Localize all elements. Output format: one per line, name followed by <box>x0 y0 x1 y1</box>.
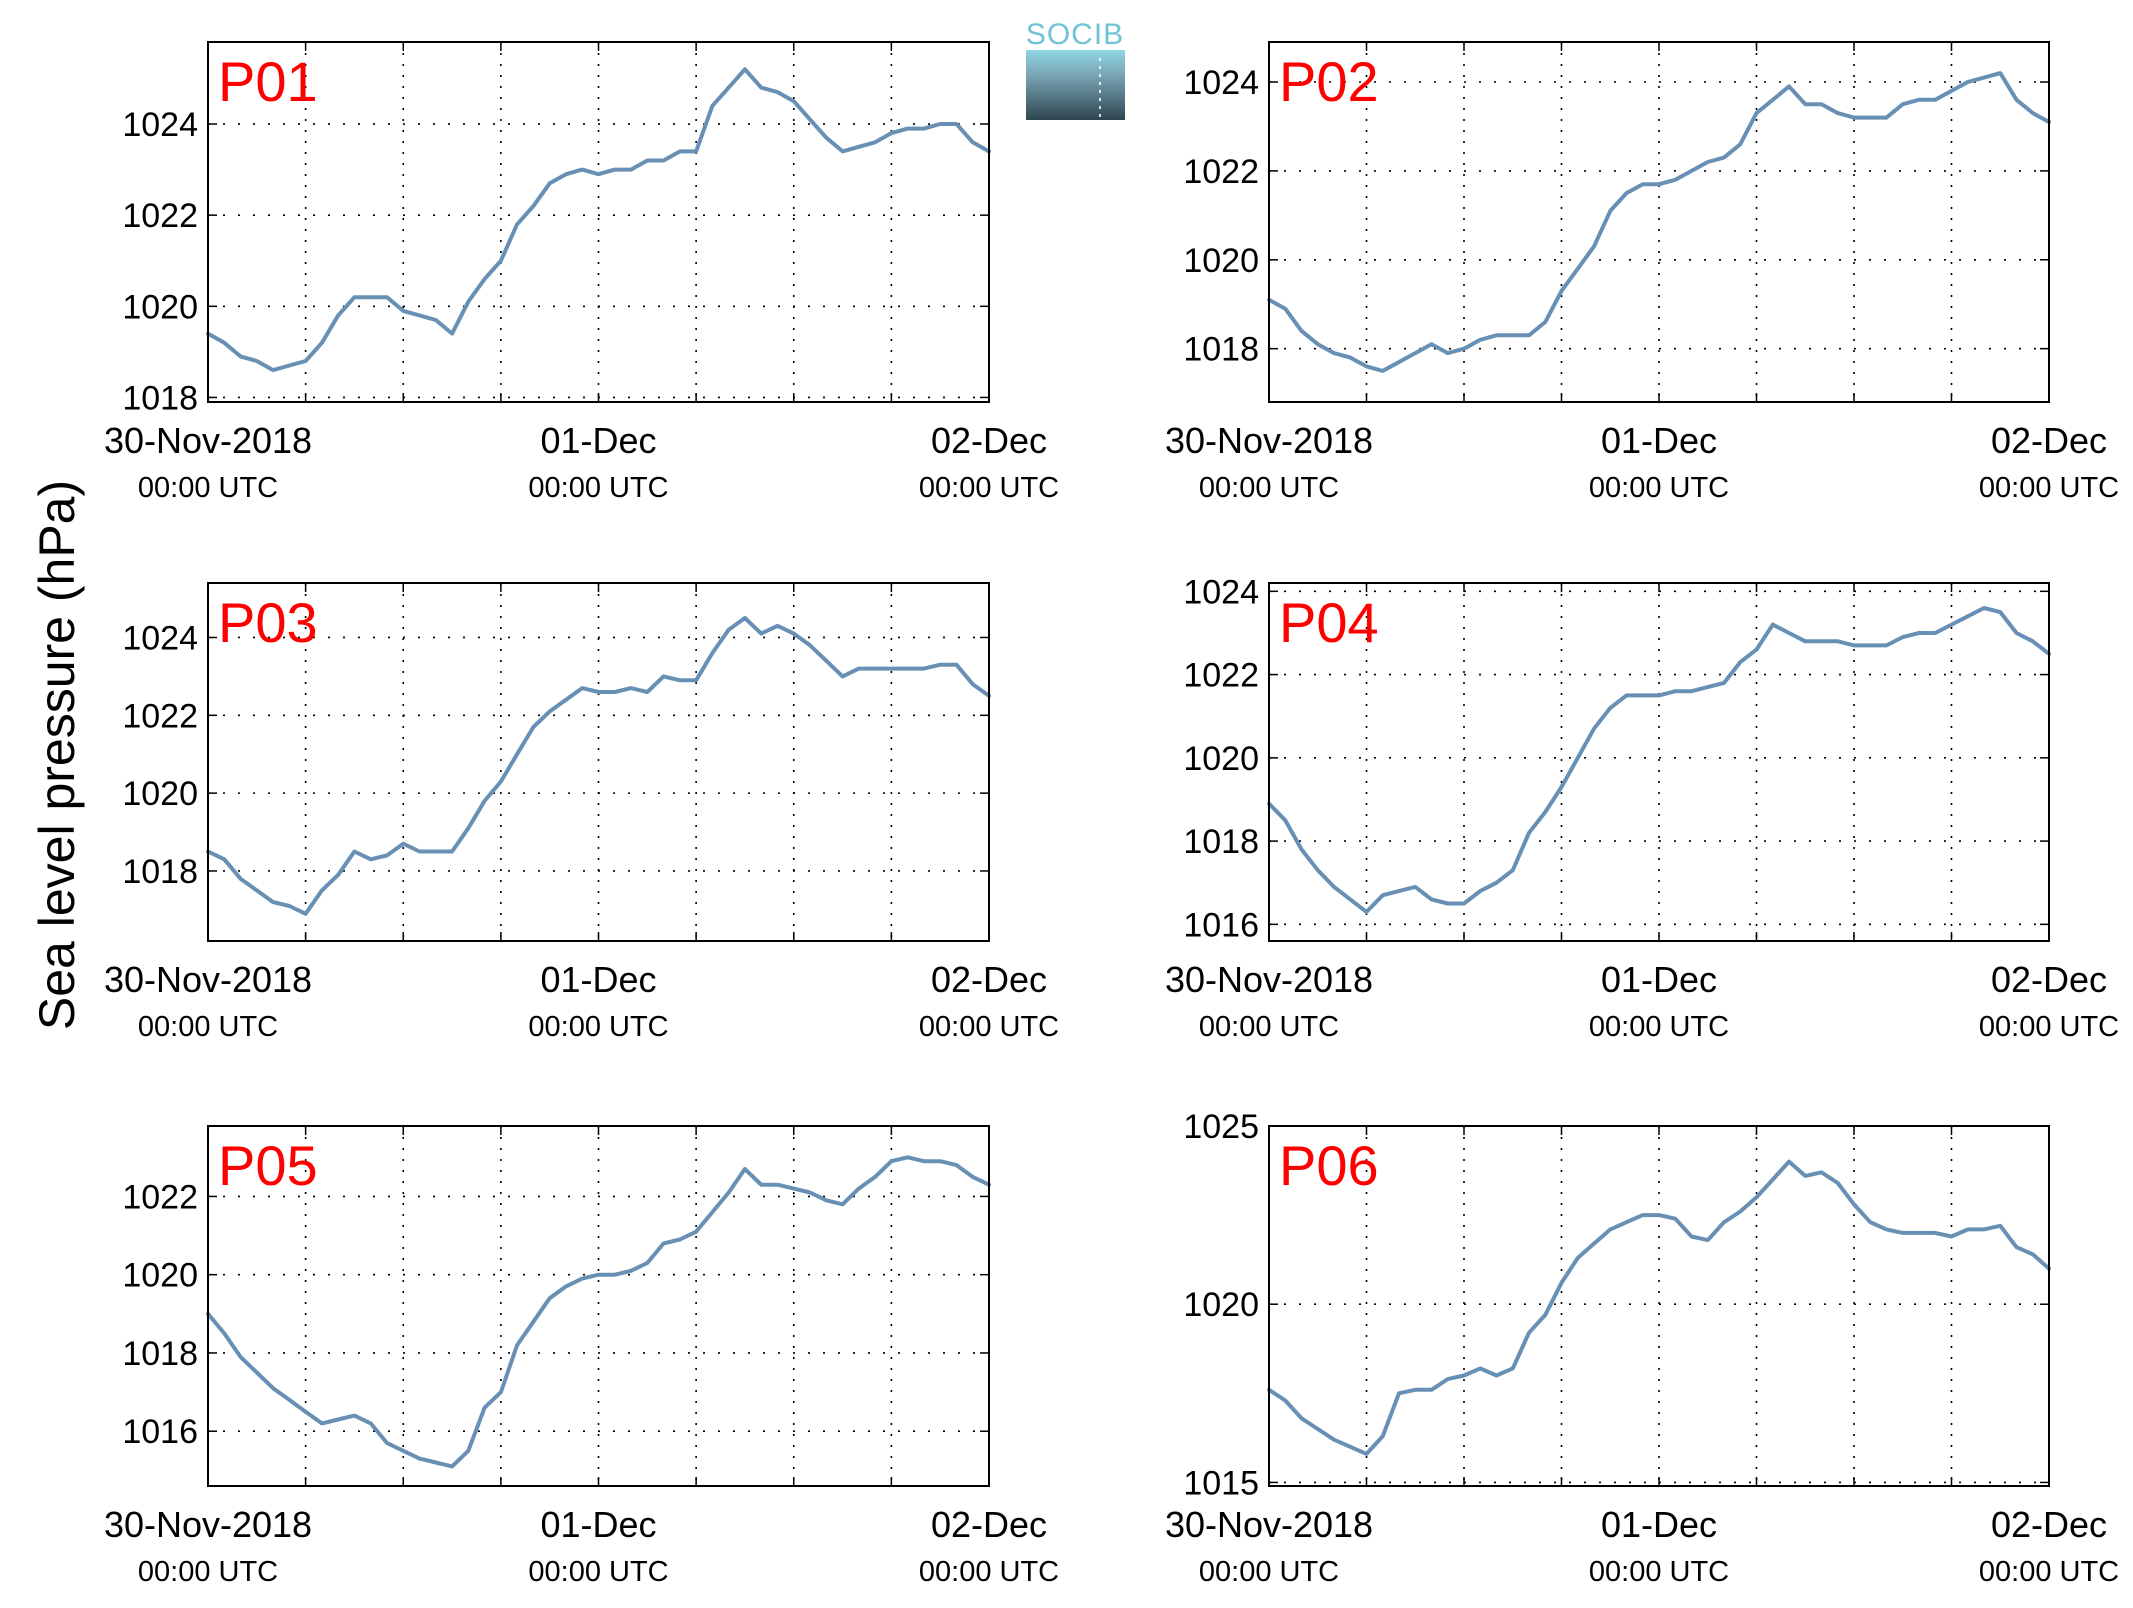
y-tick-label: 1024 <box>122 619 198 657</box>
x-tick-label-time: 00:00 UTC <box>1979 1556 2119 1588</box>
x-tick-label-time: 00:00 UTC <box>138 1011 278 1043</box>
y-tick-label: 1022 <box>122 1178 198 1216</box>
series-line <box>1267 71 2051 373</box>
x-tick-label-date: 30-Nov-2018 <box>1165 1504 1373 1545</box>
y-tick-label: 1015 <box>1183 1464 1259 1502</box>
x-tick-label-time: 00:00 UTC <box>528 1011 668 1043</box>
y-tick-label: 1020 <box>122 775 198 813</box>
x-tick-label-time: 00:00 UTC <box>919 1011 1059 1043</box>
x-tick-label-date: 02-Dec <box>931 959 1047 1000</box>
x-tick-label-time: 00:00 UTC <box>1589 1556 1729 1588</box>
y-tick-label: 1022 <box>1183 657 1259 695</box>
y-tick-label: 1022 <box>1183 153 1259 191</box>
series-line <box>1267 606 2051 914</box>
y-tick-label: 1024 <box>1183 573 1259 611</box>
plot-frame <box>207 582 990 942</box>
x-tick-label-time: 00:00 UTC <box>919 472 1059 504</box>
y-tick-label: 1018 <box>122 1335 198 1373</box>
chart-panel-p02: 1018 1020 1022 1024 30-Nov-2018 00:00 UTC 01-D… <box>1165 41 2119 504</box>
x-tick-label-date: 02-Dec <box>1991 420 2107 461</box>
chart-panel-p06: 1015 1020 1025 30-Nov-2018 00:00 UTC 01-Dec 00… <box>1165 1108 2119 1588</box>
y-tick-label: 1018 <box>122 379 198 417</box>
x-tick-label-date: 01-Dec <box>540 420 656 461</box>
socib-logo: SOCIB <box>1026 18 1125 120</box>
chart-panel-p03: 1018 1020 1022 1024 30-Nov-2018 00:00 UTC 01-D… <box>104 582 1059 1043</box>
chart-panel-p05: 1016 1018 1020 1022 30-Nov-2018 00:00 UTC 01-D… <box>104 1125 1059 1588</box>
x-tick-label-date: 30-Nov-2018 <box>104 1504 312 1545</box>
panel-label: P01 <box>218 50 318 113</box>
x-tick-label-time: 00:00 UTC <box>138 1556 278 1588</box>
y-tick-label: 1020 <box>122 288 198 326</box>
panel-label: P02 <box>1279 50 1379 113</box>
x-tick-label-date: 30-Nov-2018 <box>104 959 312 1000</box>
x-tick-label-time: 00:00 UTC <box>1979 1011 2119 1043</box>
series-line <box>1267 1159 2051 1456</box>
x-tick-label-time: 00:00 UTC <box>1199 472 1339 504</box>
x-tick-label-time: 00:00 UTC <box>1199 1556 1339 1588</box>
x-tick-label-time: 00:00 UTC <box>919 1556 1059 1588</box>
x-tick-label-date: 02-Dec <box>1991 1504 2107 1545</box>
panel-label: P06 <box>1279 1134 1379 1197</box>
y-tick-label: 1020 <box>1183 1286 1259 1324</box>
panel-label: P05 <box>218 1134 318 1197</box>
panel-label: P04 <box>1279 591 1379 654</box>
x-tick-label-date: 01-Dec <box>540 959 656 1000</box>
y-tick-label: 1020 <box>122 1257 198 1295</box>
x-tick-label-time: 00:00 UTC <box>528 1556 668 1588</box>
y-tick-label: 1018 <box>122 853 198 891</box>
x-tick-label-time: 00:00 UTC <box>1589 472 1729 504</box>
x-tick-label-time: 00:00 UTC <box>1589 1011 1729 1043</box>
y-axis-title: Sea level pressure (hPa) <box>29 480 85 1030</box>
x-tick-label-time: 00:00 UTC <box>138 472 278 504</box>
plot-frame <box>1268 1125 2050 1487</box>
series-line <box>206 616 991 916</box>
y-tick-label: 1025 <box>1183 1108 1259 1146</box>
chart-panel-p01: 1018 1020 1022 1024 30-Nov-2018 00:00 UTC 01-D… <box>104 41 1059 504</box>
y-tick-label: 1018 <box>1183 331 1259 369</box>
series-line <box>206 1155 991 1469</box>
series-line <box>206 67 991 373</box>
y-tick-label: 1020 <box>1183 242 1259 280</box>
y-tick-label: 1016 <box>1183 906 1259 944</box>
x-tick-label-time: 00:00 UTC <box>1979 472 2119 504</box>
x-tick-label-date: 01-Dec <box>1601 1504 1717 1545</box>
x-tick-label-date: 02-Dec <box>931 1504 1047 1545</box>
x-tick-label-date: 01-Dec <box>540 1504 656 1545</box>
x-tick-label-date: 30-Nov-2018 <box>1165 959 1373 1000</box>
x-tick-label-date: 30-Nov-2018 <box>1165 420 1373 461</box>
y-tick-label: 1024 <box>1183 64 1259 102</box>
y-tick-label: 1024 <box>122 106 198 144</box>
x-tick-label-date: 02-Dec <box>931 420 1047 461</box>
x-tick-label-time: 00:00 UTC <box>528 472 668 504</box>
plot-frame <box>1268 582 2050 942</box>
y-tick-label: 1020 <box>1183 740 1259 778</box>
y-tick-label: 1022 <box>122 697 198 735</box>
plot-frame <box>207 41 990 403</box>
plot-frame <box>1268 41 2050 403</box>
x-tick-label-date: 01-Dec <box>1601 959 1717 1000</box>
y-tick-label: 1018 <box>1183 823 1259 861</box>
plot-frame <box>207 1125 990 1487</box>
x-tick-label-date: 01-Dec <box>1601 420 1717 461</box>
panel-label: P03 <box>218 591 318 654</box>
y-tick-label: 1016 <box>122 1413 198 1451</box>
chart-panel-p04: 1016 1018 1020 1022 1024 30-Nov-2018 00:00 UTC… <box>1165 573 2119 1043</box>
x-tick-label-time: 00:00 UTC <box>1199 1011 1339 1043</box>
logo-text: SOCIB <box>1026 18 1124 51</box>
x-tick-label-date: 02-Dec <box>1991 959 2107 1000</box>
y-tick-label: 1022 <box>122 197 198 235</box>
panels: 1018 1020 1022 1024 30-Nov-2018 00:00 UTC 01-D… <box>104 41 2119 1588</box>
x-tick-label-date: 30-Nov-2018 <box>104 420 312 461</box>
